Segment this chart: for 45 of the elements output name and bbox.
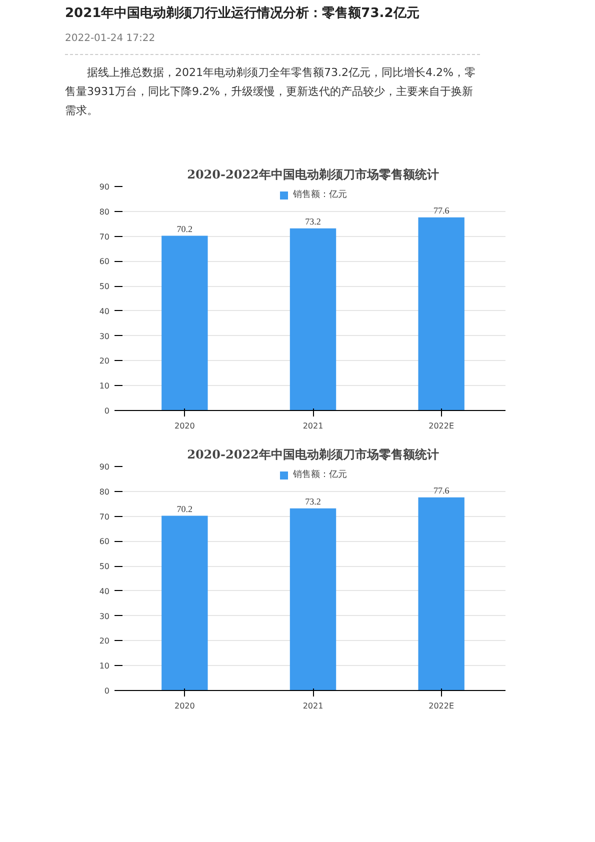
data-label: 73.2 [305,496,321,506]
bar [162,236,208,410]
bar [290,508,336,690]
y-tick-label: 70 [99,512,110,522]
data-label: 77.6 [433,205,450,216]
x-tick-label: 2021 [302,702,324,710]
x-tick-label: 2022E [428,702,454,710]
x-tick-label: 2021 [302,422,324,430]
y-tick-label: 20 [99,356,110,366]
text: 2022-01-24 17:22 [65,32,480,55]
bar [418,497,464,690]
data-label: 70.2 [176,504,193,514]
y-tick-label: 90 [99,182,110,192]
y-tick-label: 0 [104,686,110,696]
data-label: 77.6 [433,485,450,496]
y-tick-label: 30 [99,612,110,621]
chart-title: 2020-2022年中国电动剃须刀市场零售额统计 [187,168,439,182]
y-tick-label: 80 [99,207,110,216]
text: 2021年中国电动剃须刀行业运行情况分析：零售额73.2亿元 [65,5,420,23]
y-tick-label: 60 [99,537,110,546]
legend-label: 销售额：亿元 [293,468,347,481]
text: 据线上推总数据，2021年电动剃须刀全年零售额73.2亿元，同比增长4.2%，零售量3931万台，同比下降9.2%，升级缓慢，更新迭代的产品较少，主要来自于换新需求。 [65,64,476,119]
bar [162,516,208,690]
bar [418,217,464,410]
y-tick-label: 50 [99,562,110,572]
y-tick-label: 20 [99,636,110,646]
y-tick-label: 70 [99,232,110,242]
y-tick-label: 40 [99,306,110,316]
y-tick-label: 50 [99,282,110,292]
x-tick-label: 2022E [428,422,454,430]
y-tick-label: 40 [99,586,110,596]
chart-title: 2020-2022年中国电动剃须刀市场零售额统计 [187,448,439,462]
data-label: 70.2 [176,224,193,234]
data-label: 73.2 [305,216,321,226]
y-tick-label: 30 [99,332,110,341]
y-tick-label: 10 [99,662,110,671]
x-tick-label: 2020 [174,702,195,710]
y-tick-label: 60 [99,257,110,266]
bar [290,228,336,410]
y-tick-label: 80 [99,487,110,496]
y-tick-label: 90 [99,462,110,472]
y-tick-label: 0 [104,406,110,416]
x-tick-label: 2020 [174,422,195,430]
legend-label: 销售额：亿元 [293,188,347,201]
y-tick-label: 10 [99,382,110,391]
